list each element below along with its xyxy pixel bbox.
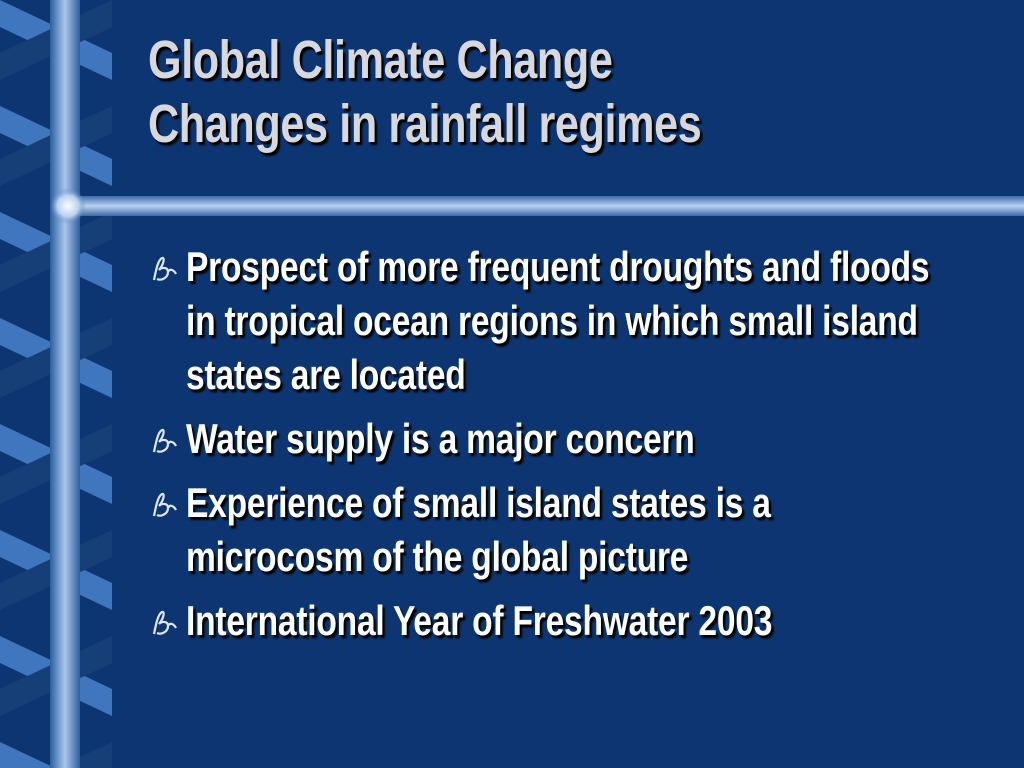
bullet-text: Experience of small island states is a m… <box>186 479 771 580</box>
bullet-icon <box>152 256 177 281</box>
bullet-item: International Year of Freshwater 2003 <box>146 594 946 648</box>
title-line: Changes in rainfall regimes <box>148 94 702 154</box>
bullet-item: Prospect of more frequent droughts and f… <box>146 240 946 402</box>
slide-title: Global Climate Change Changes in rainfal… <box>148 28 1024 156</box>
bullet-icon <box>152 492 177 517</box>
bullet-icon <box>152 428 177 453</box>
bullet-item: Water supply is a major concern <box>146 412 946 466</box>
bullet-text: International Year of Freshwater 2003 <box>186 597 773 644</box>
title-line: Global Climate Change <box>148 30 613 90</box>
bullet-item: Experience of small island states is a m… <box>146 476 946 584</box>
bullet-text: Water supply is a major concern <box>186 415 695 462</box>
bullet-list: Prospect of more frequent droughts and f… <box>146 240 946 658</box>
bullet-icon <box>152 610 177 635</box>
bullet-text: Prospect of more frequent droughts and f… <box>186 243 930 398</box>
